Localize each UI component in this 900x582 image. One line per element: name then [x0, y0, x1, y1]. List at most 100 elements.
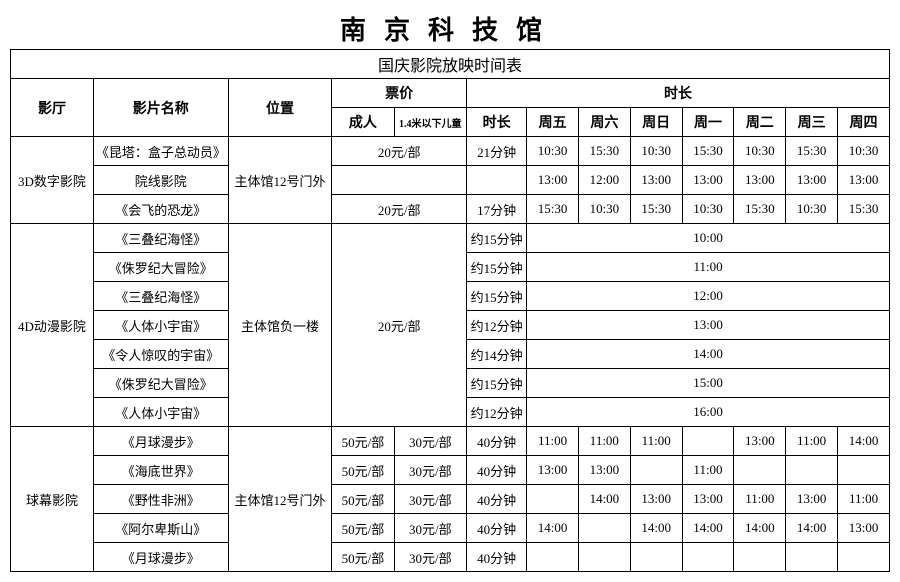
header-hall: 影厅 [11, 79, 94, 137]
hall-name: 3D数字影院 [11, 137, 94, 224]
price: 20元/部 [332, 137, 467, 166]
time: 14:00 [734, 514, 786, 543]
time: 14:00 [578, 485, 630, 514]
table-row: 院线影院 13:00 12:00 13:00 13:00 13:00 13:00… [11, 166, 890, 195]
time: 11:00 [682, 456, 734, 485]
film-name: 《昆塔：盒子总动员》 [93, 137, 228, 166]
price: 20元/部 [332, 195, 467, 224]
price-adult: 50元/部 [332, 514, 394, 543]
time: 11:00 [578, 427, 630, 456]
time [578, 514, 630, 543]
film-name: 院线影院 [93, 166, 228, 195]
time: 14:00 [786, 514, 838, 543]
header-d4: 周一 [682, 108, 734, 137]
time [578, 543, 630, 572]
header-d7: 周四 [838, 108, 890, 137]
duration: 40分钟 [467, 543, 527, 572]
time [527, 485, 579, 514]
time: 13:00 [786, 485, 838, 514]
film-name: 《月球漫步》 [93, 427, 228, 456]
header-d2: 周六 [578, 108, 630, 137]
header-duration: 时长 [467, 79, 890, 108]
time: 10:30 [578, 195, 630, 224]
price-adult: 50元/部 [332, 427, 394, 456]
time: 10:30 [630, 137, 682, 166]
duration: 17分钟 [467, 195, 527, 224]
film-name: 《令人惊叹的宇宙》 [93, 340, 228, 369]
header-film: 影片名称 [93, 79, 228, 137]
time: 11:00 [786, 427, 838, 456]
table-row: 4D动漫影院 《三叠纪海怪》 主体馆负一楼 20元/部 约15分钟 10:00 [11, 224, 890, 253]
time [838, 543, 890, 572]
time: 15:30 [734, 195, 786, 224]
header-child: 1.4米以下儿童 [394, 108, 467, 137]
time: 11:00 [527, 253, 890, 282]
time: 13:00 [682, 166, 734, 195]
table-row: 《野性非洲》 50元/部 30元/部 40分钟 14:00 13:00 13:0… [11, 485, 890, 514]
time [734, 543, 786, 572]
page-subtitle: 国庆影院放映时间表 [10, 49, 890, 78]
time: 11:00 [630, 427, 682, 456]
duration: 40分钟 [467, 456, 527, 485]
time [682, 427, 734, 456]
time [630, 543, 682, 572]
time: 14:00 [527, 340, 890, 369]
time: 11:00 [527, 427, 579, 456]
time: 12:00 [578, 166, 630, 195]
time: 11:00 [734, 485, 786, 514]
price-child: 30元/部 [394, 427, 467, 456]
duration: 约15分钟 [467, 253, 527, 282]
time [786, 456, 838, 485]
time: 15:30 [630, 195, 682, 224]
time: 13:00 [578, 456, 630, 485]
price-adult: 50元/部 [332, 485, 394, 514]
time: 10:00 [527, 224, 890, 253]
price-child: 30元/部 [394, 543, 467, 572]
film-name: 《月球漫步》 [93, 543, 228, 572]
time: 15:30 [578, 137, 630, 166]
film-name: 《三叠纪海怪》 [93, 224, 228, 253]
time [682, 543, 734, 572]
price-child: 30元/部 [394, 514, 467, 543]
time: 10:30 [838, 137, 890, 166]
time: 15:30 [786, 137, 838, 166]
duration: 约15分钟 [467, 224, 527, 253]
time: 15:30 [838, 195, 890, 224]
time: 10:30 [734, 137, 786, 166]
hall-name: 球幕影院 [11, 427, 94, 572]
table-row: 《海底世界》 50元/部 30元/部 40分钟 13:00 13:00 11:0… [11, 456, 890, 485]
time: 13:00 [630, 485, 682, 514]
time [630, 456, 682, 485]
time: 15:30 [527, 195, 579, 224]
time: 13:00 [786, 166, 838, 195]
header-d6: 周三 [786, 108, 838, 137]
header-location: 位置 [228, 79, 332, 137]
film-name: 《侏罗纪大冒险》 [93, 369, 228, 398]
header-dur2: 时长 [467, 108, 527, 137]
duration: 约15分钟 [467, 282, 527, 311]
time: 10:30 [682, 195, 734, 224]
time: 15:30 [682, 137, 734, 166]
price-child: 30元/部 [394, 485, 467, 514]
schedule-table: 影厅 影片名称 位置 票价 时长 成人 1.4米以下儿童 时长 周五 周六 周日… [10, 78, 890, 572]
location: 主体馆负一楼 [228, 224, 332, 427]
price [332, 166, 467, 195]
time: 13:00 [734, 166, 786, 195]
duration: 40分钟 [467, 427, 527, 456]
table-row: 《月球漫步》 50元/部 30元/部 40分钟 [11, 543, 890, 572]
time [734, 456, 786, 485]
film-name: 《人体小宇宙》 [93, 398, 228, 427]
film-name: 《阿尔卑斯山》 [93, 514, 228, 543]
time: 13:00 [630, 166, 682, 195]
table-row: 3D数字影院 《昆塔：盒子总动员》 主体馆12号门外 20元/部 21分钟 10… [11, 137, 890, 166]
time [838, 456, 890, 485]
header-adult: 成人 [332, 108, 394, 137]
time: 13:00 [527, 166, 579, 195]
time [527, 543, 579, 572]
time: 13:00 [527, 456, 579, 485]
time: 13:00 [838, 514, 890, 543]
film-name: 《会飞的恐龙》 [93, 195, 228, 224]
duration: 21分钟 [467, 137, 527, 166]
price-adult: 50元/部 [332, 543, 394, 572]
time: 13:00 [838, 166, 890, 195]
